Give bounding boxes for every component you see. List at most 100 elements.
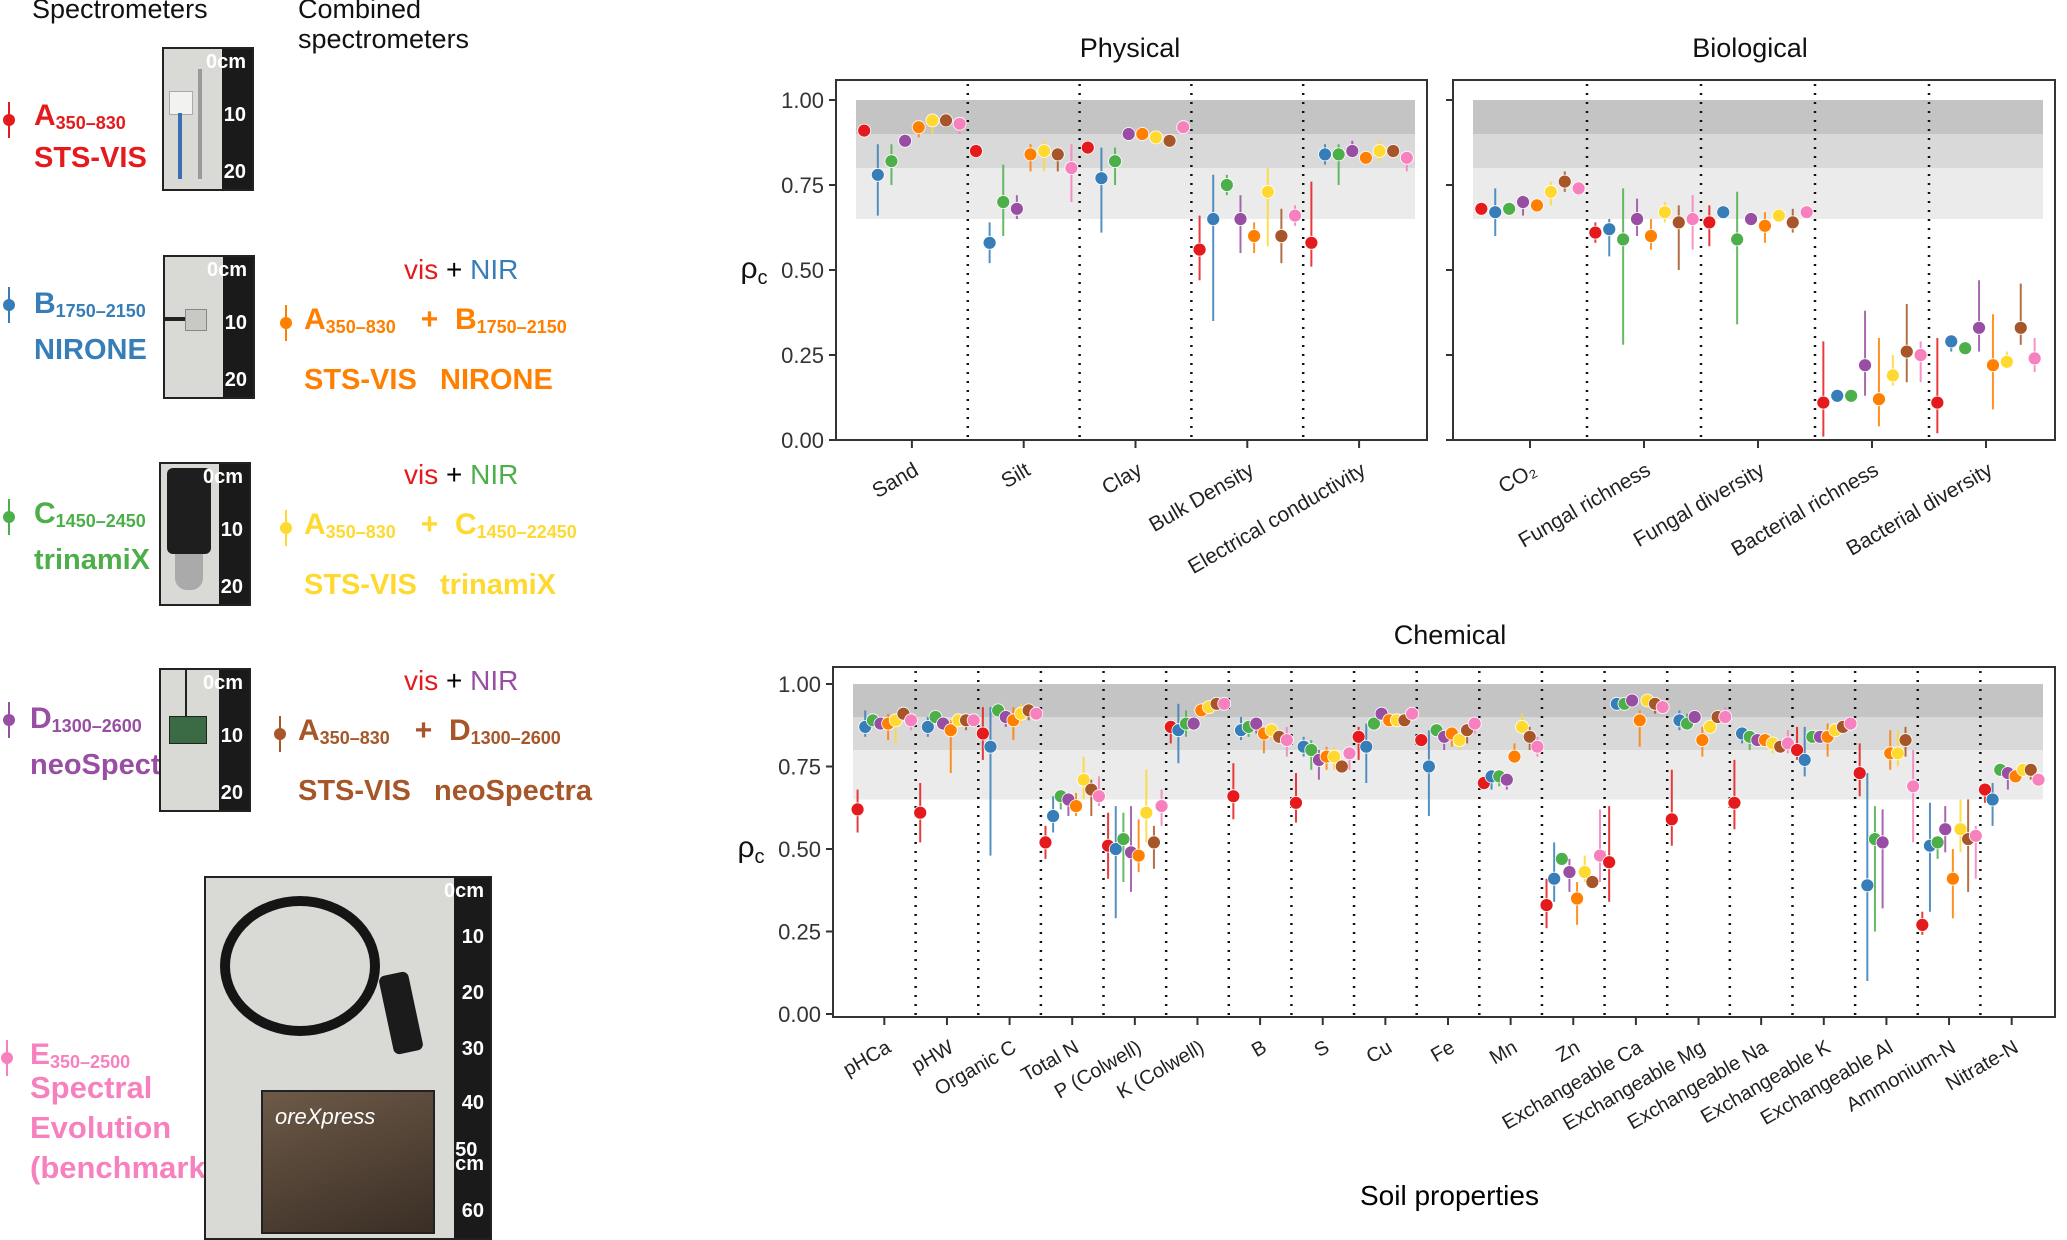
legend-marker-E: [1, 1040, 13, 1076]
trinamix-device-icon: [167, 468, 211, 554]
point-D: [1249, 716, 1264, 731]
point-E: [1530, 739, 1545, 754]
point-B: [1830, 388, 1845, 403]
x-tick-label: Clay: [1098, 458, 1146, 499]
point-A: [1539, 898, 1554, 912]
point-E: [966, 713, 981, 728]
point-C: [1616, 232, 1631, 247]
point-C: [1844, 388, 1859, 403]
point-AD: [1386, 144, 1401, 158]
band-light: [1473, 168, 2043, 219]
combo-AC-right-name: trinamiX: [440, 569, 557, 601]
x-tick-label: Sand: [868, 458, 922, 502]
combo-AB-right-name: NIRONE: [440, 364, 553, 396]
point-E: [1399, 150, 1414, 165]
point-D: [898, 133, 912, 148]
combo-AB-label: A350–830 + B1750–2150: [304, 303, 567, 337]
point-D: [1744, 212, 1758, 226]
point-E: [1176, 120, 1191, 135]
point-AD: [1334, 759, 1349, 774]
point-B: [1797, 753, 1812, 767]
point-E: [1029, 706, 1044, 721]
point-AC: [1703, 720, 1717, 734]
point-AD: [2023, 762, 2038, 777]
point-AC: [1885, 368, 1900, 383]
point-AB: [911, 120, 926, 135]
point-AD: [939, 113, 953, 128]
legend-marker-C: [3, 499, 15, 535]
point-AB: [1945, 871, 1960, 886]
point-AD: [1522, 729, 1537, 744]
panel-frame: [1452, 79, 2056, 441]
point-B: [1359, 739, 1374, 754]
y-tick-label: 0.00: [781, 428, 824, 453]
point-A: [1304, 235, 1319, 250]
legend-marker-B: [3, 287, 15, 323]
point-AB: [1069, 799, 1083, 813]
point-A: [1038, 835, 1053, 850]
point-B: [1944, 334, 1959, 349]
point-AB: [1023, 147, 1038, 162]
point-E: [1799, 205, 1814, 220]
point-A: [1727, 795, 1742, 810]
point-E: [1092, 789, 1106, 804]
point-D: [1938, 822, 1953, 837]
point-AB: [1695, 733, 1710, 747]
point-B: [1860, 878, 1875, 893]
point-AC: [1999, 354, 2014, 369]
x-axis-title: Soil properties: [1360, 1180, 1539, 1211]
photo-nirone: 0cm 10 20: [163, 255, 255, 399]
point-C: [1367, 716, 1381, 731]
point-C: [1930, 835, 1945, 850]
panel-title: Biological: [1692, 33, 1808, 63]
point-C: [1116, 832, 1131, 846]
band-dark: [856, 100, 1415, 134]
trinamix-lens-icon: [175, 554, 203, 590]
combo-AC-heading: vis + NIR: [404, 459, 519, 490]
point-D: [1499, 772, 1514, 787]
legend-marker-AD: [274, 716, 286, 752]
y-tick-label: 0.25: [781, 343, 824, 368]
photo-neospectra: 0cm 10 20: [159, 668, 251, 812]
point-A: [1978, 782, 1992, 797]
legend-label-E: E350–2500: [30, 1038, 131, 1072]
point-AB: [1986, 358, 2000, 373]
point-B: [920, 720, 935, 734]
point-C: [996, 195, 1011, 209]
panel-frame: [835, 79, 1428, 441]
combo-AD-heading: vis + NIR: [404, 665, 519, 696]
point-AB: [1632, 713, 1647, 728]
point-AC: [1327, 749, 1342, 764]
point-D: [1009, 201, 1024, 216]
combo-AC-left-name: STS-VIS: [304, 569, 417, 601]
y-tick-label: 0.75: [781, 173, 824, 198]
point-C: [1502, 201, 1517, 216]
point-A: [1602, 855, 1617, 870]
point-E: [1843, 716, 1858, 731]
fiber-cable-icon: [220, 896, 380, 1036]
legend-label-A: A350–830: [34, 99, 126, 133]
point-AC: [1515, 720, 1529, 734]
x-tick-label: S: [1311, 1036, 1334, 1062]
point-A: [1351, 729, 1366, 744]
point-E: [1154, 799, 1169, 813]
point-A: [1226, 789, 1241, 804]
point-D: [1345, 144, 1360, 158]
point-D: [1233, 212, 1248, 226]
point-AB: [1507, 749, 1522, 764]
point-A: [1664, 812, 1679, 827]
point-AB: [1644, 229, 1658, 243]
point-D: [1562, 865, 1577, 879]
panel-frame: [832, 666, 2056, 1018]
point-E: [1655, 700, 1670, 714]
probe-icon: [198, 69, 202, 179]
point-AB: [1570, 891, 1584, 906]
point-AB: [943, 723, 958, 738]
point-A: [1289, 795, 1303, 810]
panel-title: Physical: [1080, 33, 1181, 63]
point-E: [1279, 733, 1294, 747]
point-E: [904, 713, 918, 728]
point-AC: [1452, 733, 1467, 747]
x-tick-label: B: [1248, 1036, 1271, 1062]
